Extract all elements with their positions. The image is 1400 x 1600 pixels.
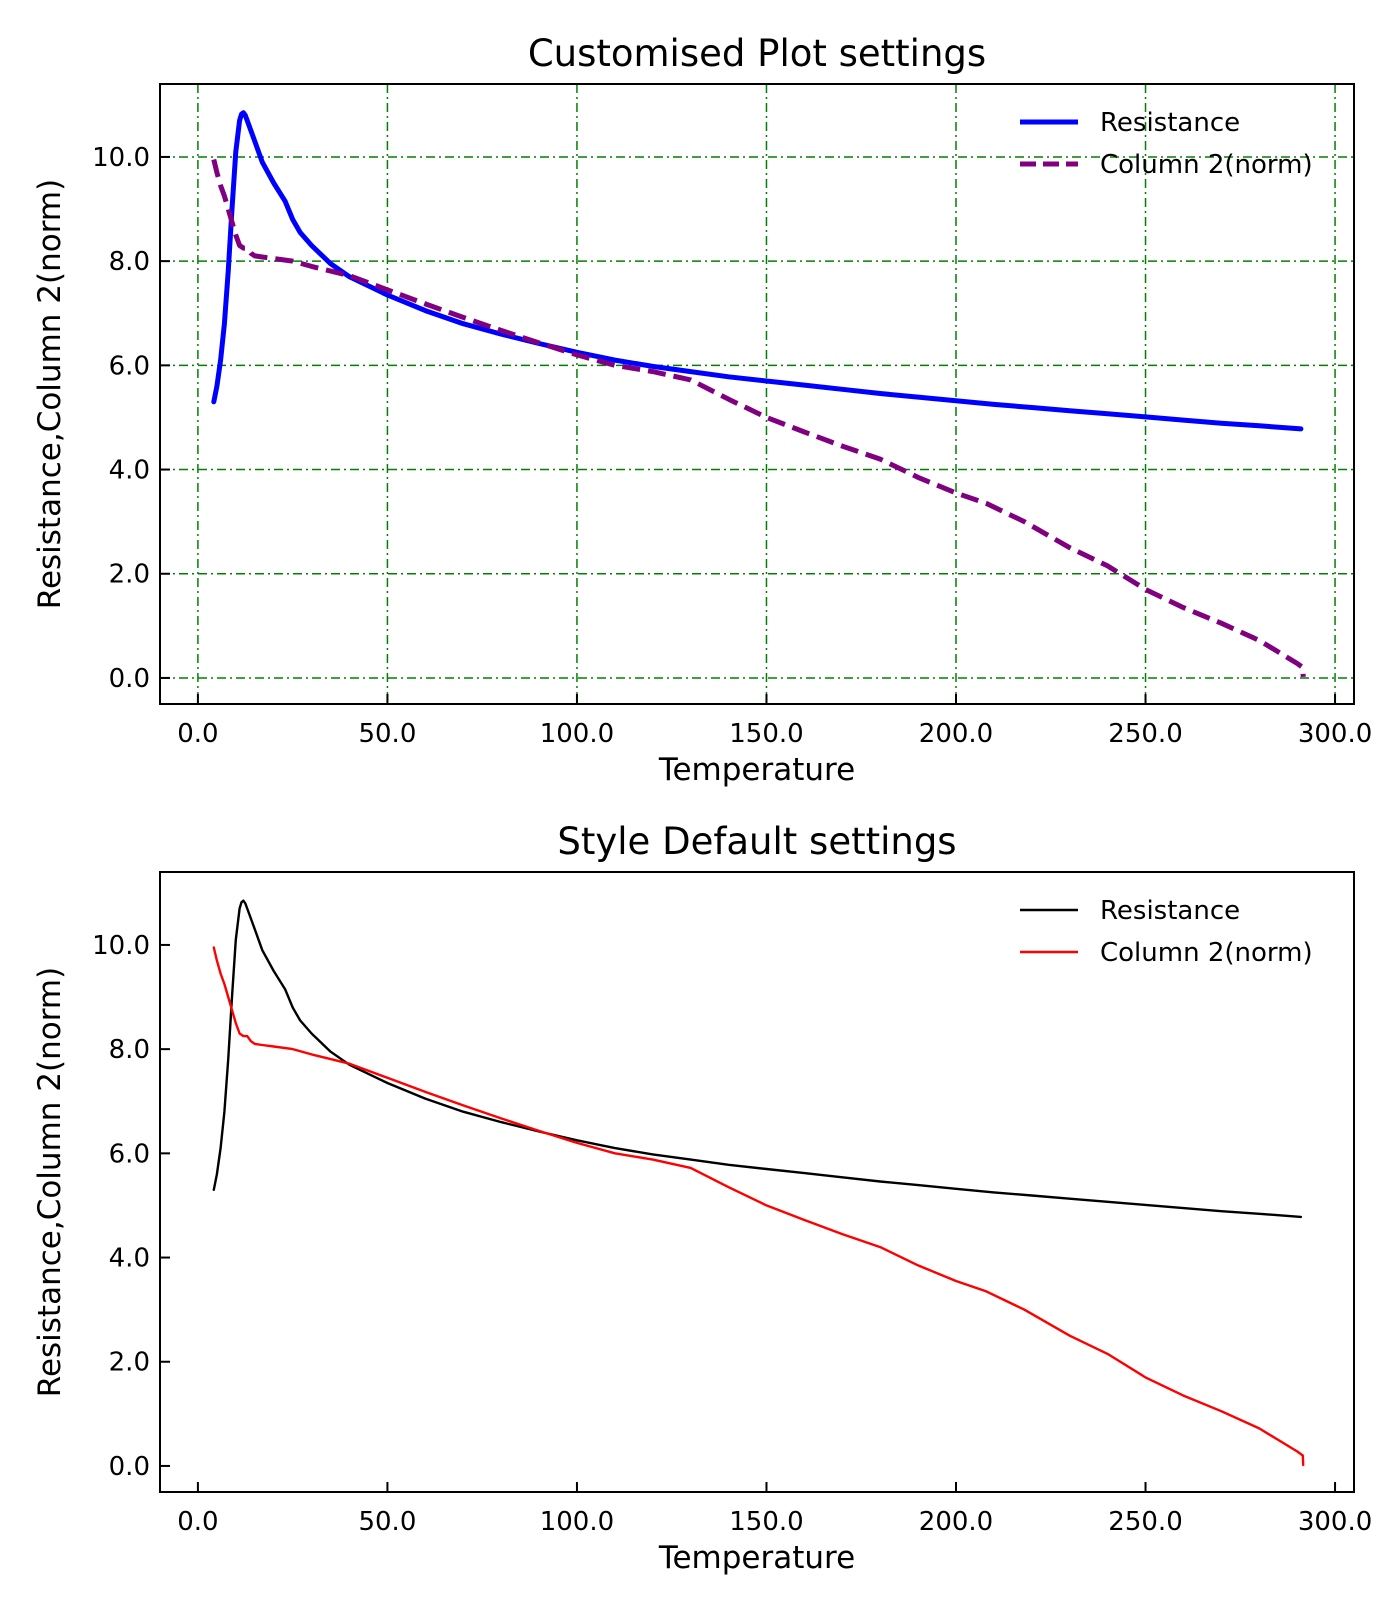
grid [160,84,1354,704]
x-tick-label: 250.0 [1108,719,1182,749]
chart-title: Style Default settings [557,820,956,863]
x-tick-label: 100.0 [540,1507,614,1537]
y-axis-label: Resistance,Column 2(norm) [32,967,68,1397]
y-tick-label: 0.0 [109,1452,150,1482]
y-tick-label: 8.0 [109,1035,150,1065]
legend-label: Resistance [1100,896,1240,926]
chart-title: Customised Plot settings [528,32,986,75]
legend: Resistance Column 2(norm) [1020,108,1313,180]
x-tick-label: 100.0 [540,719,614,749]
x-tick-label: 250.0 [1108,1507,1182,1537]
x-tick-label: 300.0 [1298,719,1372,749]
series-line-column-2-norm [212,946,1305,1467]
x-tick-label: 150.0 [729,719,803,749]
y-axis-label: Resistance,Column 2(norm) [32,179,68,609]
x-tick-label: 50.0 [358,719,416,749]
x-tick-label: 50.0 [358,1507,416,1537]
x-tick-label: 200.0 [919,1507,993,1537]
y-tick-label: 6.0 [109,351,150,381]
y-tick-label: 4.0 [109,1244,150,1274]
x-tick-label: 150.0 [729,1507,803,1537]
legend: Resistance Column 2(norm) [1020,896,1313,968]
y-tick-label: 6.0 [109,1139,150,1169]
x-tick-label: 0.0 [177,719,218,749]
legend-entry: Column 2(norm) [1020,938,1313,968]
x-tick-label: 300.0 [1298,1507,1372,1537]
y-tick-label: 2.0 [109,560,150,590]
y-tick-label: 8.0 [109,247,150,277]
chart-panel-2: Style Default settings 0.0 50.0 100.0 150.0 2… [32,820,1372,1576]
series-line-column-2-norm [211,158,1306,678]
legend-label: Resistance [1100,108,1240,138]
x-axis-label: Temperature [658,1540,855,1576]
x-tick-label: 200.0 [919,719,993,749]
legend-entry: Column 2(norm) [1020,150,1313,180]
legend-label: Column 2(norm) [1100,150,1313,180]
y-tick-label: 4.0 [109,456,150,486]
legend-entry: Resistance [1020,896,1240,926]
plot-frame [159,871,1355,1493]
chart-panel-1: Customised Plot settings 0.0 50.0 100.0 150.… [32,32,1372,788]
y-tick-label: 10.0 [92,143,150,173]
x-axis-label: Temperature [658,752,855,788]
x-tick-label: 0.0 [177,1507,218,1537]
legend-entry: Resistance [1020,108,1240,138]
plot-frame [159,83,1355,705]
legend-label: Column 2(norm) [1100,938,1313,968]
y-tick-label: 0.0 [109,664,150,694]
y-tick-label: 2.0 [109,1348,150,1378]
series-line-resistance [212,899,1303,1219]
y-tick-label: 10.0 [92,931,150,961]
series-line-resistance [211,110,1304,432]
